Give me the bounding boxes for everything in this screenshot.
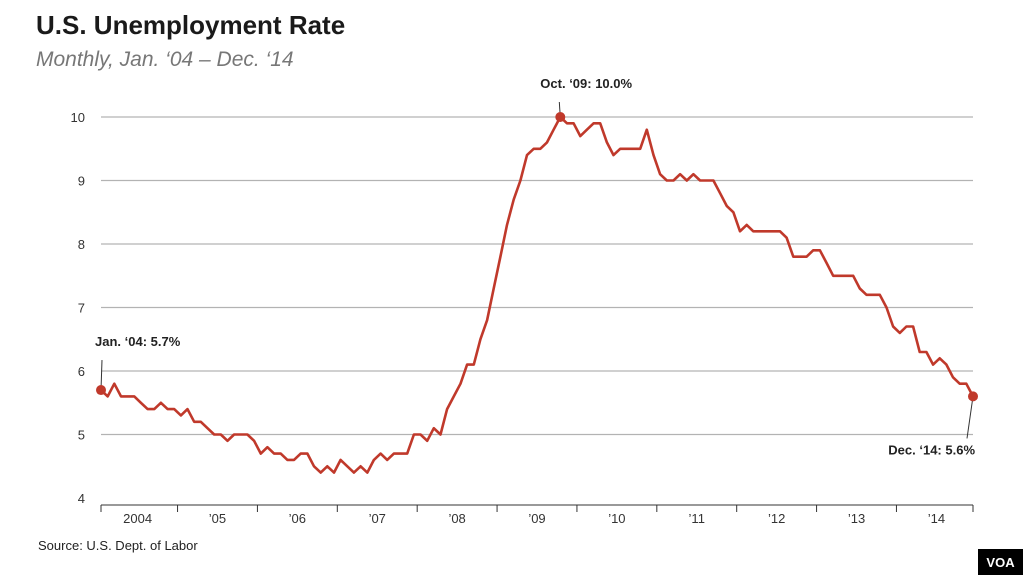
x-axis: 2004 ’05 ’06 ’07 ’08 ’09 ’10 ’11 ’12 ’13 ’14 <box>100 504 974 526</box>
x-tick-label: ’08 <box>448 511 465 526</box>
y-tick-label: 8 <box>78 237 85 252</box>
annotation-label: Oct. ‘09: 10.0% <box>540 76 632 91</box>
chart-title: U.S. Unemployment Rate <box>36 10 346 40</box>
source-note: Source: U.S. Dept. of Labor <box>38 538 198 553</box>
x-tick-label: ’05 <box>209 511 226 526</box>
series <box>99 115 975 474</box>
annotations: Jan. ‘04: 5.7% Oct. ‘09: 10.0% Dec. ‘14: 5… <box>95 76 978 457</box>
annotation-marker <box>96 385 106 396</box>
y-tick-label: 5 <box>78 428 85 443</box>
y-tick-label: 9 <box>78 174 85 189</box>
chart-subtitle: Monthly, Jan. ‘04 – Dec. ‘14 <box>36 48 294 71</box>
x-tick-label: ’09 <box>528 511 545 526</box>
y-tick-label: 10 <box>71 110 85 125</box>
x-tick-label: ’12 <box>768 511 785 526</box>
x-tick-label: 2004 <box>123 511 152 526</box>
y-tick-label: 7 <box>78 301 85 316</box>
annotation-leader <box>100 360 103 391</box>
x-tick-label: ’06 <box>289 511 306 526</box>
x-tick-label: ’13 <box>848 511 865 526</box>
x-tick-label: ’14 <box>928 511 945 526</box>
y-tick-label: 4 <box>78 491 85 506</box>
y-axis: 4 5 6 7 8 9 10 <box>71 110 85 506</box>
x-tick-label: ’07 <box>369 511 386 526</box>
annotation-marker <box>555 112 566 122</box>
annotation-label: Dec. ‘14: 5.6% <box>888 442 975 457</box>
x-tick-label: ’10 <box>608 511 625 526</box>
annotation-label: Jan. ‘04: 5.7% <box>95 334 181 349</box>
x-tick-label: ’11 <box>689 511 705 526</box>
voa-logo: VOA <box>978 549 1023 575</box>
gridlines <box>101 116 973 436</box>
annotation-leader <box>966 396 974 439</box>
unemployment-line <box>99 115 975 474</box>
y-tick-label: 6 <box>78 364 85 379</box>
annotation-marker <box>968 391 978 402</box>
